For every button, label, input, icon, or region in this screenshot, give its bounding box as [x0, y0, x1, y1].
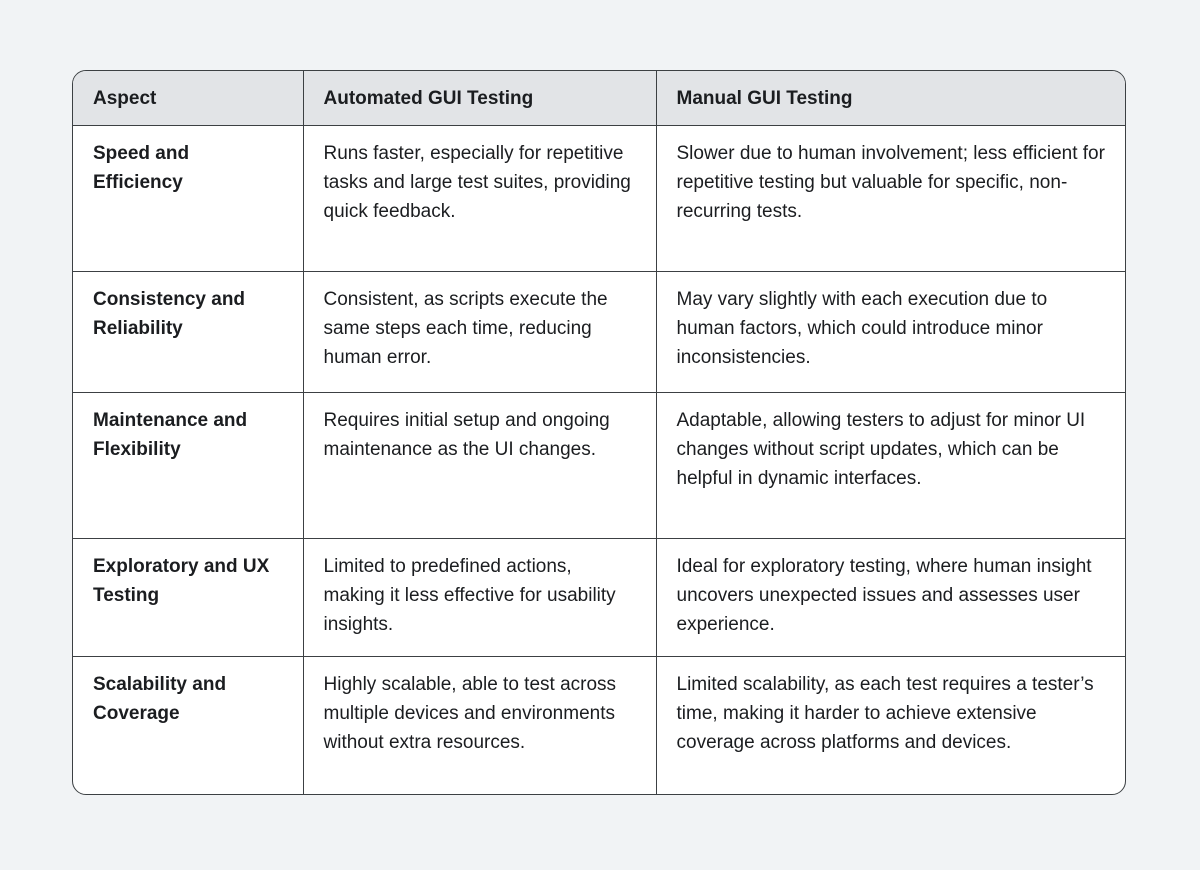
cell-automated-consistency-reliability: Consistent, as scripts execute the same …: [303, 271, 657, 393]
table-row: Speed and Efficiency Runs faster, especi…: [73, 125, 1125, 272]
gui-testing-comparison-table: Aspect Automated GUI Testing Manual GUI …: [73, 71, 1125, 794]
comparison-table-card: Aspect Automated GUI Testing Manual GUI …: [72, 70, 1126, 795]
cell-manual-speed-efficiency: Slower due to human involvement; less ef…: [656, 125, 1125, 272]
cell-aspect-speed-efficiency: Speed and Efficiency: [73, 125, 304, 272]
cell-manual-maintenance-flexibility: Adaptable, allowing testers to adjust fo…: [656, 392, 1125, 539]
cell-automated-speed-efficiency: Runs faster, especially for repetitive t…: [303, 125, 657, 272]
column-header-manual-gui-testing: Manual GUI Testing: [656, 71, 1125, 126]
cell-manual-scalability-coverage: Limited scalability, as each test requir…: [676, 674, 1094, 753]
table-row: Maintenance and Flexibility Requires ini…: [73, 392, 1125, 539]
cell-aspect-consistency-reliability: Consistency and Reliability: [73, 271, 304, 393]
cell-manual-consistency-reliability: May vary slightly with each execution du…: [656, 271, 1125, 393]
table-row: Consistency and Reliability Consistent, …: [73, 271, 1125, 393]
cell-automated-exploratory-ux-testing: Limited to predefined actions, making it…: [303, 538, 657, 657]
table-row: Scalability and Coverage Highly scalable…: [73, 656, 1125, 794]
cell-automated-maintenance-flexibility: Requires initial setup and ongoing maint…: [303, 392, 657, 539]
cell-aspect-exploratory-ux-testing: Exploratory and UX Testing: [73, 538, 304, 657]
table-header-row: Aspect Automated GUI Testing Manual GUI …: [73, 71, 1125, 126]
column-header-aspect: Aspect: [73, 71, 304, 126]
column-header-automated-gui-testing: Automated GUI Testing: [303, 71, 657, 126]
table-row: Exploratory and UX Testing Limited to pr…: [73, 538, 1125, 657]
cell-automated-scalability-coverage: Highly scalable, able to test across mul…: [303, 656, 657, 794]
cell-manual-exploratory-ux-testing: Ideal for exploratory testing, where hum…: [656, 538, 1125, 657]
cell-aspect-maintenance-flexibility: Maintenance and Flexibility: [73, 392, 304, 539]
cell-aspect-scalability-coverage: Scalability and Coverage: [73, 656, 304, 794]
